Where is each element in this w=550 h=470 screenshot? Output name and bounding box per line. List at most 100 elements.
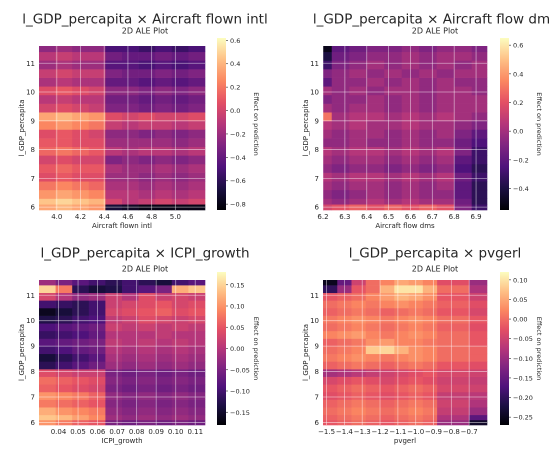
heatmap-cell bbox=[155, 407, 173, 416]
heatmap-cell bbox=[138, 414, 156, 421]
heatmap-cell bbox=[437, 399, 470, 408]
x-tick-label: 4.0 bbox=[51, 213, 62, 221]
heatmap-cell bbox=[55, 46, 73, 53]
heatmap-cell bbox=[365, 315, 381, 324]
heatmap-cell bbox=[419, 172, 438, 182]
heatmap-cell bbox=[469, 376, 488, 385]
heatmap-cell bbox=[365, 280, 381, 286]
heatmap-cell bbox=[39, 69, 56, 78]
heatmap-cell bbox=[39, 338, 56, 347]
heatmap-cell bbox=[188, 353, 206, 362]
heatmap-cell bbox=[55, 60, 73, 70]
heatmap-cell bbox=[138, 77, 156, 87]
heatmap-cell bbox=[437, 369, 470, 377]
heatmap-cell bbox=[105, 330, 123, 339]
heatmap-cell bbox=[188, 155, 206, 165]
heatmap-cell bbox=[188, 292, 206, 301]
heatmap-cell bbox=[436, 138, 455, 148]
heatmap-cell bbox=[469, 285, 488, 294]
heatmap-cell bbox=[366, 112, 385, 122]
heatmap-cell bbox=[419, 163, 438, 173]
heatmap-cell bbox=[39, 307, 56, 316]
heatmap-cell bbox=[323, 376, 338, 385]
heatmap-cell bbox=[105, 129, 123, 139]
heatmap-cell bbox=[436, 163, 455, 173]
heatmap-cell bbox=[323, 361, 338, 370]
heatmap-cell bbox=[469, 323, 488, 332]
heatmap-cell bbox=[138, 407, 156, 416]
heatmap-cell bbox=[365, 307, 381, 316]
heatmap-cell bbox=[454, 189, 472, 199]
heatmap-cell bbox=[39, 391, 56, 400]
heatmap-cell bbox=[366, 120, 385, 130]
heatmap-cell bbox=[138, 51, 156, 61]
heatmap-cell bbox=[72, 330, 90, 339]
heatmap-cell bbox=[366, 198, 385, 205]
heatmap-cell bbox=[88, 60, 106, 70]
heatmap-cell bbox=[171, 129, 189, 139]
colorbar-tick-label: −0.05 bbox=[230, 366, 250, 374]
heatmap-cell bbox=[39, 376, 56, 385]
colorbar bbox=[217, 38, 226, 210]
heatmap-cell bbox=[419, 120, 438, 130]
heatmap-cell bbox=[351, 292, 367, 301]
heatmap-cell bbox=[138, 399, 156, 408]
heatmap-cell bbox=[436, 189, 455, 199]
x-tick-label: 4.6 bbox=[122, 213, 134, 221]
heatmap-cell bbox=[72, 280, 90, 286]
heatmap-cell bbox=[365, 300, 381, 309]
heatmap-cell bbox=[138, 146, 156, 156]
y-tick-label: 7 bbox=[315, 394, 319, 402]
x-tick-label: 0.04 bbox=[51, 428, 67, 436]
heatmap-cell bbox=[138, 391, 156, 400]
heatmap-cell bbox=[331, 103, 350, 113]
y-tick-label: 8 bbox=[31, 146, 35, 154]
heatmap-cell bbox=[55, 51, 73, 61]
heatmap-cell bbox=[419, 129, 438, 139]
heatmap-cell bbox=[454, 51, 472, 61]
heatmap-cell bbox=[331, 120, 350, 130]
heatmap-cell bbox=[323, 285, 338, 294]
x-axis-label: pvgerl bbox=[394, 437, 416, 445]
heatmap-cell bbox=[122, 338, 139, 347]
heatmap-cell bbox=[331, 69, 350, 78]
heatmap-cell bbox=[105, 120, 123, 130]
heatmap-cell bbox=[471, 189, 488, 199]
x-axis-label: Aircraft flown intl bbox=[92, 222, 152, 230]
heatmap-cell bbox=[471, 120, 488, 130]
colorbar-tick-label: −0.15 bbox=[230, 409, 250, 417]
heatmap-cell bbox=[394, 414, 409, 421]
heatmap-cell bbox=[171, 198, 189, 205]
y-tick-label: 11 bbox=[310, 60, 319, 68]
x-axis-label: Aircraft flow dms bbox=[375, 222, 435, 230]
x-tick-label: −1.0 bbox=[407, 428, 424, 436]
heatmap-cell bbox=[323, 120, 333, 130]
colorbar-tick-label: −0.4 bbox=[230, 154, 246, 162]
y-tick-label: 6 bbox=[31, 419, 36, 427]
heatmap-cell bbox=[138, 307, 156, 316]
heatmap-cell bbox=[188, 172, 206, 182]
heatmap-cell bbox=[380, 346, 395, 355]
heatmap-cell bbox=[323, 69, 333, 78]
heatmap-cell bbox=[155, 315, 173, 324]
heatmap-cell bbox=[188, 323, 206, 332]
heatmap-cell bbox=[188, 330, 206, 339]
heatmap-cell bbox=[171, 407, 189, 416]
heatmap-cell bbox=[366, 155, 385, 165]
heatmap-cell bbox=[138, 280, 156, 286]
heatmap-cell bbox=[55, 300, 73, 309]
heatmap-cell bbox=[351, 391, 367, 400]
y-tick-label: 8 bbox=[315, 146, 319, 154]
heatmap-cell bbox=[72, 384, 90, 393]
heatmap-cell bbox=[351, 280, 367, 286]
heatmap-cell bbox=[171, 376, 189, 385]
heatmap-cell bbox=[323, 155, 333, 165]
heatmap-cell bbox=[155, 129, 173, 139]
heatmap-cell bbox=[122, 77, 139, 87]
heatmap-cell bbox=[171, 399, 189, 408]
heatmap-cell bbox=[394, 346, 409, 355]
heatmap-cell bbox=[171, 292, 189, 301]
heatmap-cell bbox=[55, 103, 73, 113]
heatmap-cell bbox=[138, 155, 156, 165]
heatmap-cell bbox=[419, 181, 438, 191]
